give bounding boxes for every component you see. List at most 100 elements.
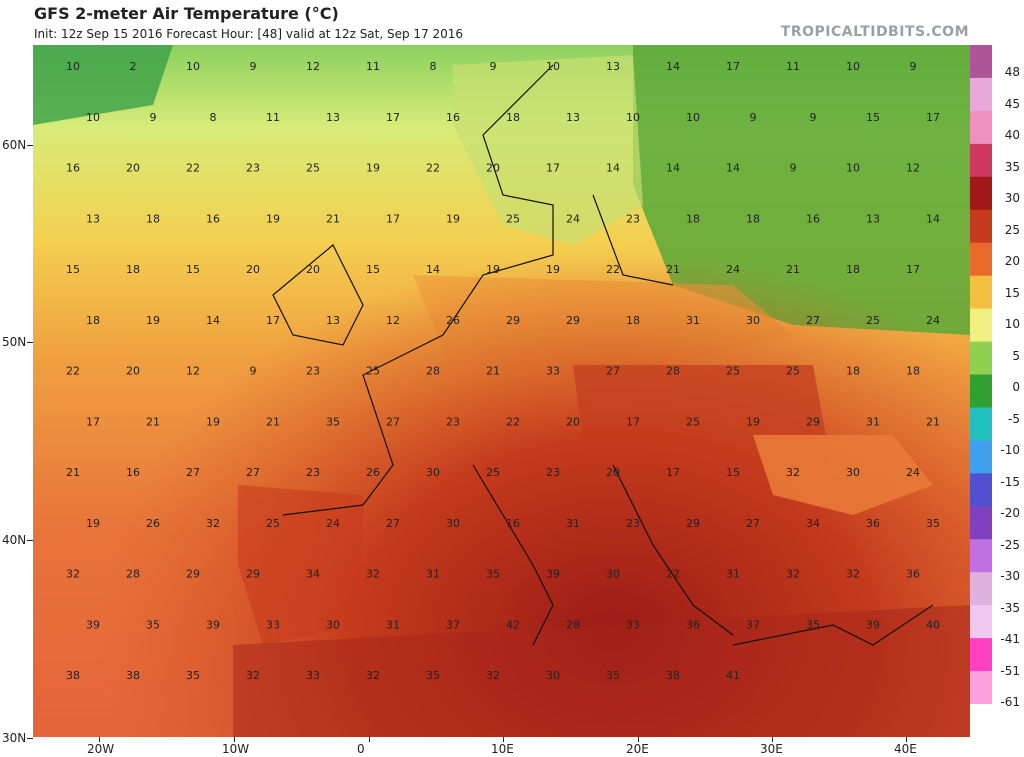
temperature-value: 22 (426, 162, 440, 175)
temperature-value: 20 (306, 263, 320, 276)
temperature-value: 17 (626, 415, 640, 428)
longitude-label: 0 (357, 742, 365, 756)
colorbar-label: -25 (1000, 537, 1020, 552)
temperature-value: 31 (686, 314, 700, 327)
longitude-tick (234, 737, 235, 742)
temperature-value: 13 (86, 212, 100, 225)
temperature-value: 36 (906, 568, 920, 581)
longitude-tick (772, 737, 773, 742)
temperature-value: 8 (210, 111, 217, 124)
latitude-label: 50N (2, 335, 27, 349)
latitude-tick (27, 738, 33, 739)
temperature-value: 16 (66, 162, 80, 175)
temperature-value: 15 (866, 111, 880, 124)
temperature-value: 23 (306, 365, 320, 378)
temperature-value: 38 (126, 669, 140, 682)
temperature-value: 28 (426, 365, 440, 378)
temperature-value: 25 (686, 415, 700, 428)
temperature-value: 17 (86, 415, 100, 428)
temperature-value: 21 (926, 415, 940, 428)
latitude-tick (27, 342, 33, 343)
temperature-value: 10 (626, 111, 640, 124)
temperature-value: 30 (746, 314, 760, 327)
temperature-value: 18 (126, 263, 140, 276)
temperature-value: 39 (866, 618, 880, 631)
temperature-value: 21 (486, 365, 500, 378)
temperature-value: 30 (546, 669, 560, 682)
temperature-value: 33 (546, 365, 560, 378)
temperature-value: 18 (746, 212, 760, 225)
temperature-value: 28 (666, 365, 680, 378)
temperature-value: 32 (366, 568, 380, 581)
temperature-value: 19 (266, 212, 280, 225)
temperature-value: 25 (306, 162, 320, 175)
temperature-value: 20 (566, 415, 580, 428)
temperature-value: 26 (366, 466, 380, 479)
temperature-value: 32 (246, 669, 260, 682)
temperature-value: 26 (446, 314, 460, 327)
colorbar-label: 48 (1004, 65, 1020, 79)
temperature-value: 35 (486, 568, 500, 581)
temperature-value: 19 (446, 212, 460, 225)
temperature-value: 17 (666, 466, 680, 479)
temperature-value: 12 (306, 60, 320, 73)
temperature-value: 30 (846, 466, 860, 479)
temperature-value: 41 (726, 669, 740, 682)
longitude-tick (638, 737, 639, 742)
temperature-value: 13 (566, 111, 580, 124)
temperature-value: 21 (266, 415, 280, 428)
temperature-value: 18 (626, 314, 640, 327)
colorbar-label: -5 (1008, 411, 1020, 426)
colorbar-label: 20 (1004, 254, 1020, 269)
temperature-value: 18 (846, 263, 860, 276)
colorbar-label: 35 (1004, 159, 1020, 174)
temperature-value: 25 (486, 466, 500, 479)
latitude-tick (27, 145, 33, 146)
temperature-value: 19 (746, 415, 760, 428)
temperature-value: 22 (606, 263, 620, 276)
temperature-value: 17 (926, 111, 940, 124)
temperature-value: 16 (446, 111, 460, 124)
temperature-value: 14 (426, 263, 440, 276)
temperature-value: 2 (130, 60, 137, 73)
temperature-value: 32 (66, 568, 80, 581)
colorbar-segment (970, 473, 992, 508)
longitude-tick (369, 737, 370, 742)
temperature-value: 29 (506, 314, 520, 327)
temperature-value: 27 (746, 517, 760, 530)
temperature-value: 29 (566, 314, 580, 327)
temperature-value: 17 (386, 212, 400, 225)
temperature-value: 23 (306, 466, 320, 479)
temperature-value: 10 (546, 60, 560, 73)
temperature-value: 31 (386, 618, 400, 631)
temperature-value: 12 (186, 365, 200, 378)
temperature-value: 10 (186, 60, 200, 73)
colorbar (970, 45, 992, 737)
temperature-value: 25 (866, 314, 880, 327)
temperature-value: 39 (546, 568, 560, 581)
temperature-value: 9 (150, 111, 157, 124)
temperature-value: 35 (606, 669, 620, 682)
temperature-value: 15 (186, 263, 200, 276)
longitude-label: 20E (626, 742, 649, 756)
temperature-value: 15 (366, 263, 380, 276)
temperature-value: 19 (146, 314, 160, 327)
colorbar-segment (970, 110, 992, 145)
temperature-value: 29 (686, 517, 700, 530)
temperature-value: 32 (846, 568, 860, 581)
temperature-value: 19 (86, 517, 100, 530)
colorbar-label: 0 (1012, 380, 1020, 395)
temperature-value: 17 (906, 263, 920, 276)
colorbar-label: -30 (1000, 569, 1020, 584)
temperature-value: 21 (326, 212, 340, 225)
temperature-value: 34 (306, 568, 320, 581)
temperature-value: 21 (666, 263, 680, 276)
temperature-value: 30 (606, 568, 620, 581)
temperature-value: 24 (926, 314, 940, 327)
temperature-value: 25 (786, 365, 800, 378)
temperature-value: 16 (206, 212, 220, 225)
colorbar-label: 30 (1004, 191, 1020, 206)
temperature-value: 39 (206, 618, 220, 631)
temperature-value: 21 (66, 466, 80, 479)
temperature-value: 10 (686, 111, 700, 124)
